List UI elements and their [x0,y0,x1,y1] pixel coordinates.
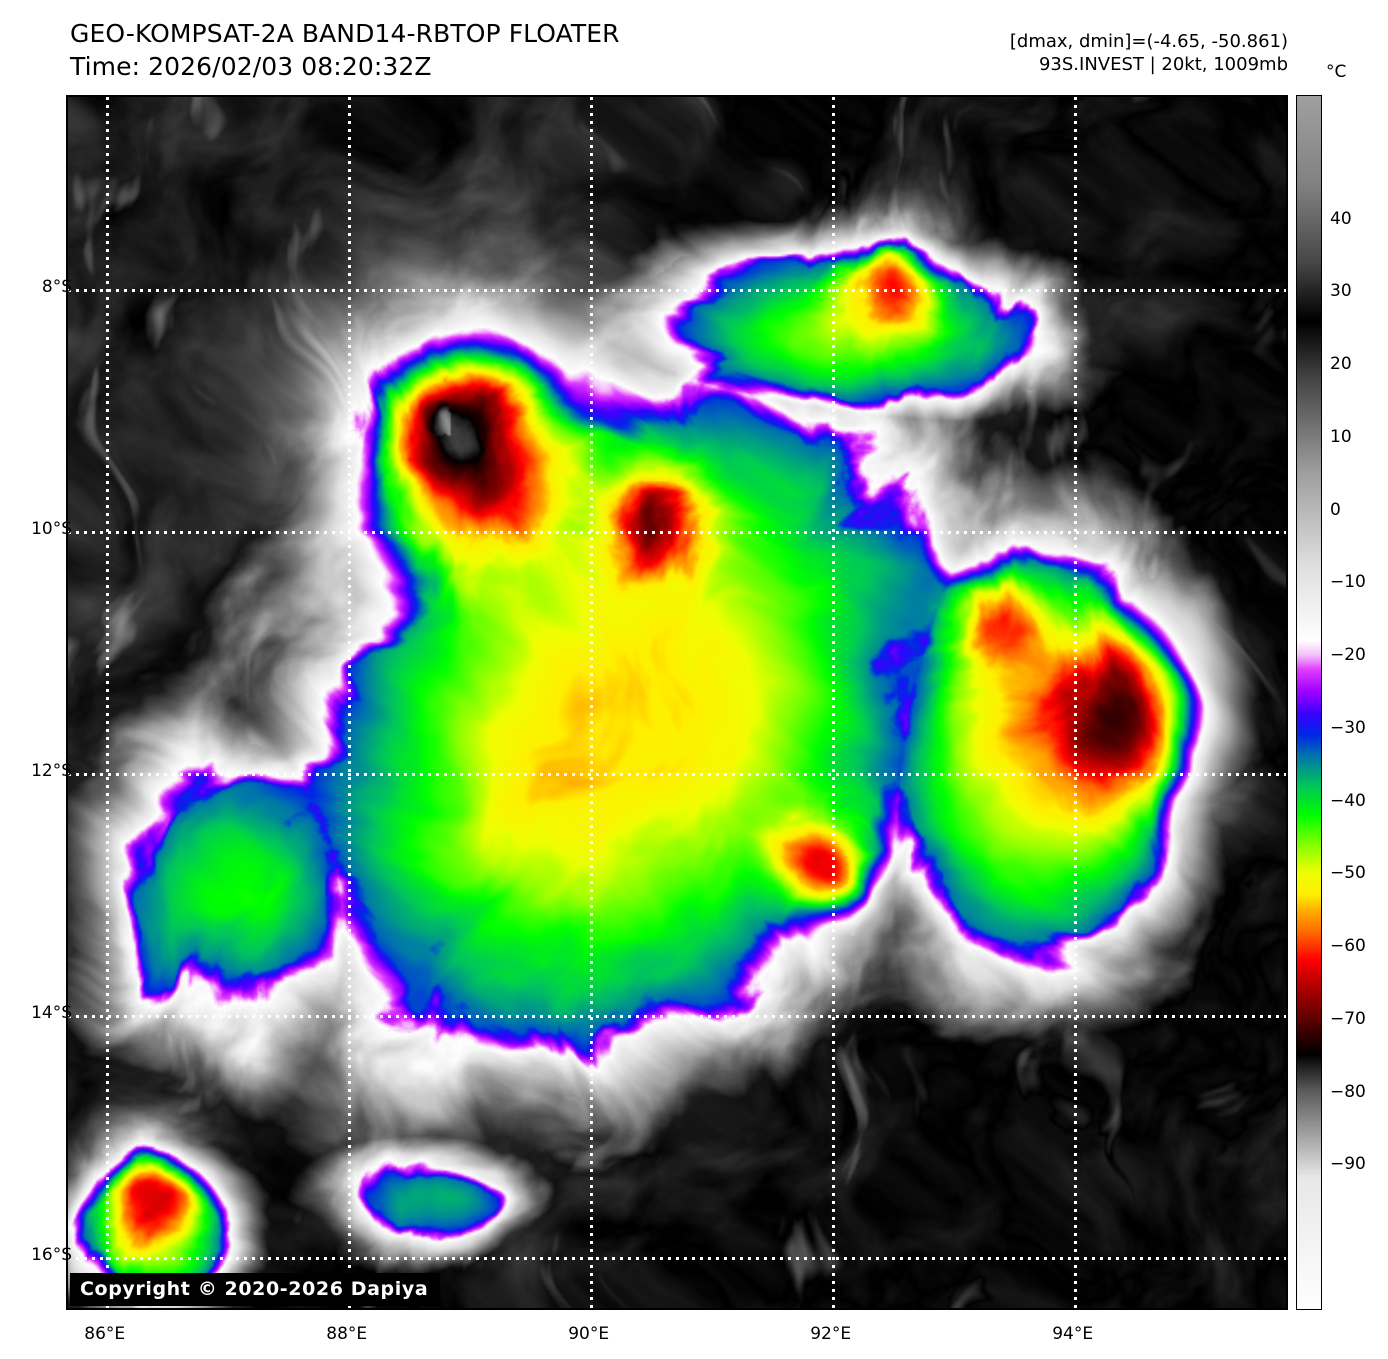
colorbar-gradient [1296,95,1322,1310]
ytick-label: 10°S [31,519,72,540]
colorbar-tick-label: −50 [1330,863,1366,884]
ytick-label: 8°S [41,277,72,298]
colorbar-tick-label: 20 [1330,354,1352,375]
colorbar-tick-label: 30 [1330,281,1352,302]
xtick-label: 90°E [568,1324,610,1344]
colorbar-tick-label: −70 [1330,1008,1366,1029]
colorbar-unit-label: °C [1326,62,1347,82]
colorbar-tick-label: 40 [1330,208,1352,229]
gridline-lat-16°S [68,1256,1286,1260]
satellite-image-plot[interactable]: Copyright © 2020-2026 Dapiya [66,95,1288,1310]
metadata-block: [dmax, dmin]=(-4.65, -50.861) 93S.INVEST… [1010,30,1288,77]
gridline-lat-14°S [68,1014,1286,1018]
satellite-ir-imagery [68,97,1286,1308]
temperature-colorbar[interactable] [1296,95,1322,1310]
lat-lon-gridlines [68,97,1286,1308]
gridline-lon-92°E [831,97,835,1308]
storm-info-label: 93S.INVEST | 20kt, 1009mb [1038,54,1288,76]
colorbar-tick-label: −30 [1330,717,1366,738]
timestamp-label: Time: 2026/02/03 08:20:32Z [70,51,432,81]
xtick-label: 86°E [84,1324,126,1344]
xtick-label: 92°E [810,1324,852,1344]
xtick-label: 88°E [326,1324,368,1344]
colorbar-tick-label: −90 [1330,1154,1366,1175]
ytick-label: 14°S [31,1002,72,1023]
ytick-label: 16°S [31,1244,72,1265]
gridline-lon-94°E [1073,97,1077,1308]
gridline-lon-86°E [105,97,109,1308]
gridline-lat-8°S [68,289,1286,293]
gridline-lat-12°S [68,773,1286,776]
colorbar-tick-label: −10 [1330,572,1366,593]
gridline-lon-90°E [589,97,593,1308]
colorbar-tick-label: 10 [1330,426,1352,447]
ytick-label: 12°S [31,761,72,781]
page-title: GEO-KOMPSAT-2A BAND14-RBTOP FLOATER [70,19,620,48]
colorbar-tick-label: −60 [1330,936,1366,957]
colorbar-tick-label: 0 [1330,499,1341,520]
copyright-banner: Copyright © 2020-2026 Dapiya [70,1273,441,1306]
colorbar-tick-label: −20 [1330,645,1366,666]
dmax-dmin-label: [dmax, dmin]=(-4.65, -50.861) [1009,31,1288,52]
xtick-label: 94°E [1052,1324,1094,1344]
title-block: GEO-KOMPSAT-2A BAND14-RBTOP FLOATER Time… [70,18,620,83]
colorbar-tick-label: −80 [1330,1081,1366,1102]
colorbar-tick-label: −40 [1330,790,1366,811]
gridline-lon-88°E [347,97,351,1308]
gridline-lat-10°S [68,531,1286,535]
